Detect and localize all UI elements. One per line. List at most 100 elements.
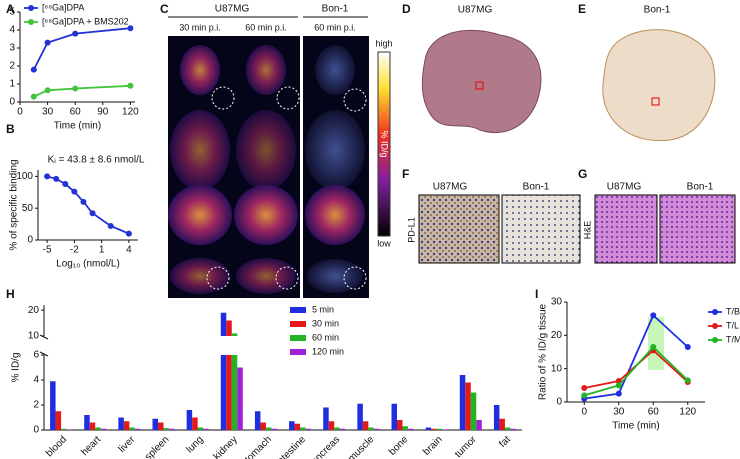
- bar: [459, 375, 466, 430]
- panel-title: U87MG: [607, 182, 642, 193]
- time-label: 30 min p.i.: [179, 22, 221, 32]
- x-axis-label: Time (min): [612, 421, 659, 432]
- bar: [220, 312, 227, 336]
- x-tick-label: 0: [581, 407, 587, 418]
- x-tick-label: 120: [122, 107, 139, 118]
- bar: [510, 428, 516, 430]
- y-tick-label: 1: [9, 79, 15, 90]
- bar: [425, 427, 432, 430]
- bar: [95, 427, 101, 430]
- x-tick-label: brain: [421, 434, 445, 458]
- bar: [66, 429, 73, 430]
- panel-label: G: [578, 167, 587, 181]
- x-tick-label: intestine: [274, 434, 308, 459]
- scale-low: low: [377, 238, 391, 248]
- panel-label: A: [6, 2, 15, 16]
- legend-marker: [28, 19, 34, 25]
- tissue-section: [421, 29, 542, 134]
- panel-label: E: [578, 2, 586, 16]
- panel-label: I: [535, 287, 538, 301]
- data-point: [72, 30, 79, 37]
- color-scale: [377, 51, 391, 237]
- data-point: [615, 390, 622, 397]
- bar: [442, 429, 448, 430]
- legend-label: 30 min: [312, 318, 339, 328]
- legend-marker: [712, 323, 718, 329]
- bar: [55, 411, 62, 430]
- x-tick-label: kidney: [212, 434, 240, 459]
- bar: [169, 428, 175, 430]
- bar: [300, 427, 306, 430]
- highlight-band: [648, 317, 664, 370]
- data-point: [62, 181, 69, 187]
- x-tick-label: stomach: [239, 434, 274, 459]
- roi-box: [651, 97, 660, 106]
- bar: [323, 407, 329, 430]
- x-tick-label: 0: [17, 107, 23, 118]
- y-tick-label: 30: [551, 297, 563, 308]
- y-tick-label: 100: [16, 171, 33, 182]
- micrograph: [594, 194, 658, 264]
- group-title: Bon-1: [322, 4, 349, 15]
- bar: [408, 428, 414, 430]
- legend-label: T/M: [726, 334, 740, 344]
- bar: [254, 411, 261, 430]
- micrograph: [418, 194, 500, 264]
- series-line: [584, 313, 689, 400]
- legend-swatch: [290, 321, 306, 327]
- y-tick-label: 20: [28, 305, 40, 316]
- legend-label: [⁶⁸Ga]DPA: [42, 2, 84, 12]
- series-line: [583, 345, 689, 397]
- bar: [226, 320, 232, 336]
- pet-panel: U87MG Bon-1 30 min p.i. 60 min p.i. 60 m…: [168, 4, 393, 298]
- bar: [152, 418, 158, 430]
- x-tick-label: heart: [79, 434, 103, 458]
- series-line: [32, 27, 131, 71]
- y-tick-label: 50: [22, 203, 34, 214]
- panel-label: F: [402, 167, 409, 181]
- legend-label: T/B: [726, 306, 740, 316]
- y-tick-label: 0: [33, 425, 39, 436]
- y-tick-label: 2: [33, 400, 39, 411]
- y-axis-label: Ratio of % ID/g tissue: [538, 303, 549, 400]
- legend-label: 5 min: [312, 304, 334, 314]
- data-point: [71, 188, 78, 195]
- bar: [100, 428, 107, 430]
- x-tick-label: 120: [679, 407, 696, 418]
- x-tick-label: bone: [387, 434, 411, 458]
- bar: [89, 422, 96, 430]
- panel-title: Bon-1: [523, 182, 550, 193]
- x-tick-label: 30: [613, 407, 625, 418]
- y-tick-label: 4: [33, 375, 39, 386]
- bar: [339, 428, 346, 430]
- axis-break: [39, 351, 49, 357]
- bar: [123, 421, 130, 430]
- data-point: [80, 198, 87, 205]
- x-tick-label: tumor: [453, 434, 479, 459]
- bar: [334, 427, 340, 430]
- annotation: Kᵢ = 43.8 ± 8.6 nmol/L: [48, 155, 145, 166]
- panel-label: B: [6, 122, 15, 136]
- x-axis-label: Time (min): [54, 121, 101, 132]
- bar: [84, 415, 90, 430]
- data-point: [53, 175, 60, 182]
- data-point: [684, 344, 691, 350]
- bar: [265, 427, 272, 430]
- x-tick-label: 1: [99, 245, 105, 256]
- legend-swatch: [290, 349, 306, 355]
- y-tick-label: 10: [28, 331, 40, 342]
- bar: [391, 403, 397, 430]
- x-tick-label: pancreas: [305, 434, 342, 459]
- y-axis-label: % of specific binding: [9, 159, 20, 250]
- data-point: [684, 377, 691, 384]
- data-point: [127, 25, 134, 32]
- data-point: [125, 230, 132, 237]
- data-point: [581, 385, 588, 391]
- bar: [362, 421, 369, 430]
- x-tick-label: fat: [497, 434, 513, 450]
- data-point: [615, 382, 622, 389]
- data-point: [44, 87, 51, 94]
- bar: [192, 417, 198, 430]
- bar: [158, 422, 164, 430]
- bar: [163, 428, 169, 430]
